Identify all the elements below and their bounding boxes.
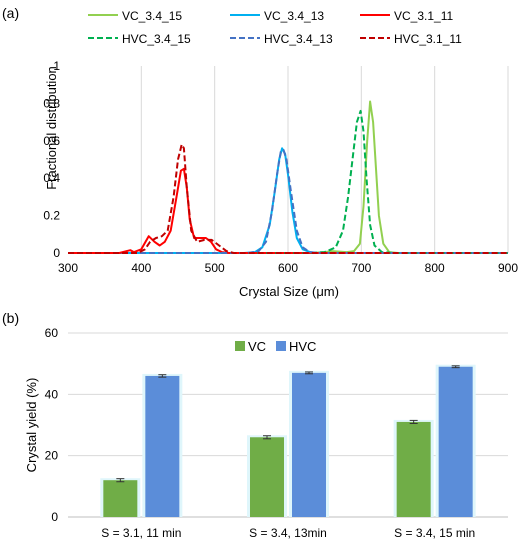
panel-a-gridlines bbox=[140, 66, 509, 253]
y-tick-label: 0.6 bbox=[43, 134, 60, 148]
panel-a-x-axis-label: Crystal Size (μm) bbox=[239, 284, 339, 299]
legend-label-hvc-3-1-11: HVC_3.1_11 bbox=[394, 32, 462, 46]
legend-swatch-vc bbox=[235, 341, 245, 351]
y-tick-label: 1 bbox=[53, 59, 60, 73]
y-tick-label: 20 bbox=[45, 449, 59, 463]
x-tick-label: S = 3.4, 15 min bbox=[394, 526, 475, 540]
panel-b-legend: VC HVC bbox=[235, 339, 316, 354]
x-tick-label: 800 bbox=[425, 261, 445, 275]
panel-a-series bbox=[68, 100, 508, 254]
bar-vc bbox=[103, 480, 138, 517]
legend-label-vc-3-4-13: VC_3.4_13 bbox=[264, 9, 324, 23]
panel-b-label: (b) bbox=[2, 310, 19, 326]
y-tick-label: 0.8 bbox=[43, 96, 60, 110]
series-line-hvc-3-4-13 bbox=[68, 149, 508, 254]
bar-vc bbox=[250, 437, 284, 517]
bar-vc bbox=[396, 421, 431, 517]
panel-b-y-ticks: 0 20 40 60 bbox=[45, 326, 59, 524]
x-tick-label: 700 bbox=[351, 261, 371, 275]
y-tick-label: 0.2 bbox=[43, 209, 60, 223]
bar-hvc bbox=[145, 375, 180, 517]
legend-label-hvc-3-4-13: HVC_3.4_13 bbox=[264, 32, 333, 46]
panel-a-y-ticks: 0 0.2 0.4 0.6 0.8 1 bbox=[43, 59, 60, 260]
legend-label-vc: VC bbox=[248, 339, 266, 354]
legend-label-vc-3-4-15: VC_3.4_15 bbox=[122, 9, 182, 23]
series-line-hvc-3-4-15 bbox=[68, 109, 508, 254]
bar-hvc bbox=[292, 372, 326, 517]
legend-label-vc-3-1-11: VC_3.1_11 bbox=[394, 9, 453, 23]
panel-b-bars bbox=[100, 364, 476, 517]
panel-a-x-ticks: 300 400 500 600 700 800 900 bbox=[58, 261, 518, 275]
panel-a-legend: VC_3.4_15 VC_3.4_13 VC_3.1_11 HVC_3.4_15 HVC… bbox=[88, 9, 462, 46]
y-tick-label: 0 bbox=[53, 246, 60, 260]
panel-b-gridlines bbox=[68, 332, 508, 457]
x-tick-label: 400 bbox=[131, 261, 151, 275]
legend-label-hvc-3-4-15: HVC_3.4_15 bbox=[122, 32, 191, 46]
y-tick-label: 60 bbox=[45, 326, 59, 340]
panel-a-label: (a) bbox=[2, 5, 19, 21]
x-tick-label: 500 bbox=[205, 261, 225, 275]
x-tick-label: 900 bbox=[498, 261, 518, 275]
panel-b-x-ticks: S = 3.1, 11 min S = 3.4, 13min S = 3.4, 15… bbox=[101, 526, 475, 540]
series-line-hvc-3-1-11 bbox=[68, 143, 508, 254]
x-tick-label: S = 3.4, 13min bbox=[249, 526, 327, 540]
panel-b-y-axis-label: Crystal yield (%) bbox=[24, 378, 39, 473]
y-tick-label: 0 bbox=[51, 510, 58, 524]
x-tick-label: 600 bbox=[278, 261, 298, 275]
y-tick-label: 40 bbox=[45, 387, 59, 401]
series-line-vc-3-4-15 bbox=[288, 100, 508, 254]
x-tick-label: S = 3.1, 11 min bbox=[101, 526, 181, 540]
series-line-vc-3-1-11 bbox=[68, 167, 508, 254]
legend-swatch-hvc bbox=[276, 341, 286, 351]
x-tick-label: 300 bbox=[58, 261, 78, 275]
panel-a-y-axis-label: Fractional distribution bbox=[44, 66, 59, 190]
bar-hvc bbox=[438, 366, 473, 517]
y-tick-label: 0.4 bbox=[43, 171, 60, 185]
legend-label-hvc: HVC bbox=[289, 339, 316, 354]
